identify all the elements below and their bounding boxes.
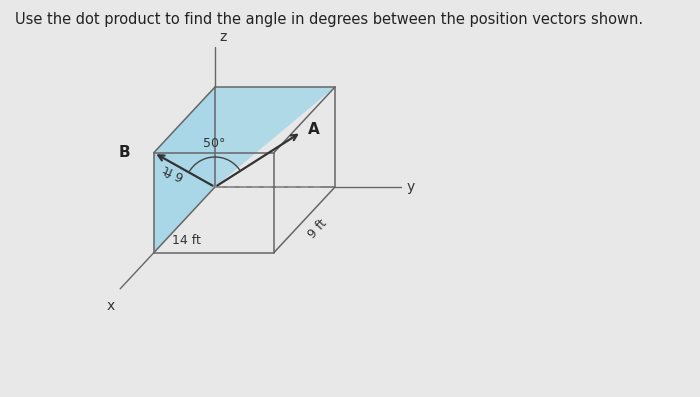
Polygon shape: [154, 87, 215, 253]
Text: x: x: [107, 299, 115, 313]
Text: z: z: [219, 30, 226, 44]
Text: 9 ft: 9 ft: [305, 217, 329, 241]
Text: 6 ft: 6 ft: [162, 162, 186, 182]
Text: B: B: [118, 145, 130, 160]
Polygon shape: [215, 87, 335, 187]
Text: A: A: [309, 123, 320, 137]
Text: 14 ft: 14 ft: [172, 234, 201, 247]
Text: 50°: 50°: [202, 137, 225, 150]
Text: y: y: [407, 180, 415, 194]
Text: Use the dot product to find the angle in degrees between the position vectors sh: Use the dot product to find the angle in…: [15, 12, 643, 27]
